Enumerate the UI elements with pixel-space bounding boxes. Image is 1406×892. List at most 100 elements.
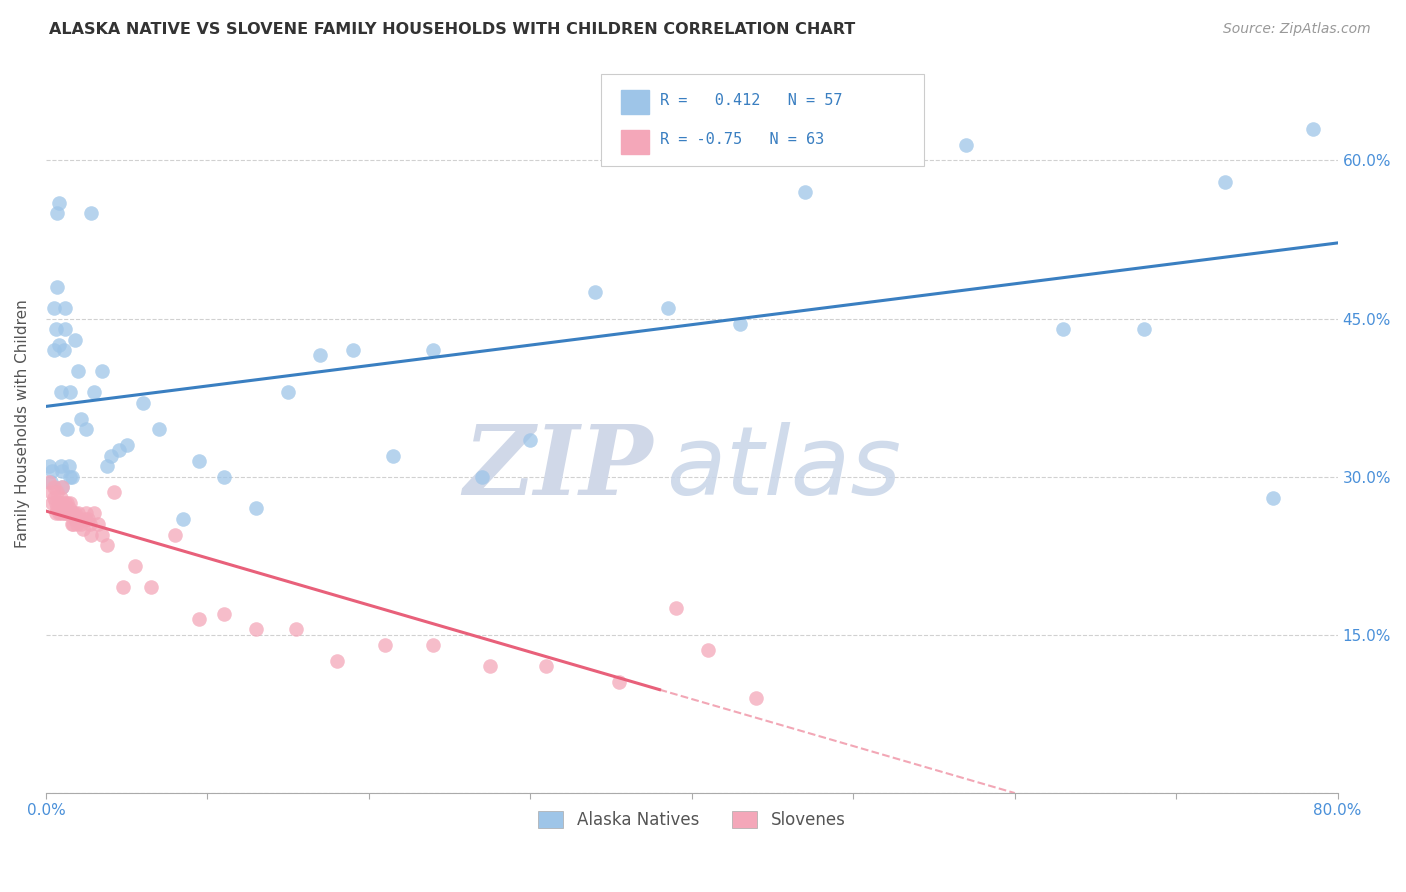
Point	[112, 580, 135, 594]
Point	[1302, 121, 1324, 136]
Point	[132, 396, 155, 410]
Point	[49, 458, 72, 473]
Point	[91, 364, 114, 378]
Point	[45, 322, 67, 336]
Point	[697, 643, 720, 657]
Point	[46, 280, 69, 294]
Point	[56, 496, 79, 510]
Point	[38, 458, 60, 473]
Point	[657, 301, 679, 315]
Point	[875, 137, 897, 152]
Point	[745, 690, 768, 705]
Point	[39, 485, 62, 500]
Point	[1133, 322, 1156, 336]
Point	[67, 507, 90, 521]
Legend: Alaska Natives, Slovenes: Alaska Natives, Slovenes	[531, 805, 852, 836]
Point	[1213, 175, 1236, 189]
Point	[58, 501, 80, 516]
Point	[77, 512, 100, 526]
Point	[38, 475, 60, 489]
Point	[471, 469, 494, 483]
Point	[67, 364, 90, 378]
Point	[51, 480, 73, 494]
Point	[519, 433, 541, 447]
Point	[80, 527, 103, 541]
Point	[42, 301, 65, 315]
Point	[49, 507, 72, 521]
Text: Source: ZipAtlas.com: Source: ZipAtlas.com	[1223, 22, 1371, 37]
Point	[56, 507, 79, 521]
Point	[62, 516, 84, 531]
Point	[188, 612, 211, 626]
Point	[42, 480, 65, 494]
Text: R =   0.412   N = 57: R = 0.412 N = 57	[659, 93, 842, 108]
Point	[478, 659, 501, 673]
Point	[48, 496, 70, 510]
Point	[41, 464, 63, 478]
FancyBboxPatch shape	[621, 90, 650, 114]
Text: ALASKA NATIVE VS SLOVENE FAMILY HOUSEHOLDS WITH CHILDREN CORRELATION CHART: ALASKA NATIVE VS SLOVENE FAMILY HOUSEHOL…	[49, 22, 855, 37]
Point	[58, 458, 80, 473]
Point	[96, 458, 118, 473]
Point	[139, 580, 162, 594]
Point	[48, 338, 70, 352]
Point	[607, 675, 630, 690]
Text: R = -0.75   N = 63: R = -0.75 N = 63	[659, 132, 824, 146]
Point	[325, 654, 347, 668]
Point	[51, 496, 73, 510]
Point	[103, 485, 125, 500]
Point	[1261, 491, 1284, 505]
Point	[124, 559, 146, 574]
Point	[51, 464, 73, 478]
Point	[66, 516, 89, 531]
Point	[955, 137, 977, 152]
Point	[46, 206, 69, 220]
Point	[49, 385, 72, 400]
Point	[69, 512, 91, 526]
Point	[422, 638, 444, 652]
Point	[60, 507, 83, 521]
Point	[285, 623, 308, 637]
Point	[148, 422, 170, 436]
Text: ZIP: ZIP	[464, 421, 652, 516]
Y-axis label: Family Households with Children: Family Households with Children	[15, 300, 30, 549]
Point	[49, 491, 72, 505]
Point	[665, 601, 688, 615]
Point	[39, 475, 62, 489]
Point	[728, 317, 751, 331]
Point	[46, 501, 69, 516]
Point	[75, 507, 97, 521]
Point	[63, 512, 86, 526]
Point	[59, 507, 82, 521]
Point	[41, 496, 63, 510]
Point	[245, 501, 267, 516]
FancyBboxPatch shape	[602, 73, 924, 166]
Point	[73, 512, 96, 526]
Point	[1052, 322, 1074, 336]
Point	[79, 516, 101, 531]
Point	[212, 607, 235, 621]
Point	[46, 485, 69, 500]
Point	[80, 206, 103, 220]
Point	[100, 449, 122, 463]
Point	[63, 507, 86, 521]
Point	[75, 422, 97, 436]
Point	[212, 469, 235, 483]
Point	[70, 516, 93, 531]
Point	[536, 659, 558, 673]
Point	[42, 343, 65, 358]
Point	[583, 285, 606, 300]
Point	[51, 480, 73, 494]
Point	[53, 322, 76, 336]
Point	[59, 385, 82, 400]
Point	[83, 507, 105, 521]
Point	[165, 527, 187, 541]
Point	[59, 469, 82, 483]
Point	[63, 333, 86, 347]
FancyBboxPatch shape	[621, 130, 650, 153]
Point	[188, 454, 211, 468]
Point	[58, 507, 80, 521]
Point	[374, 638, 396, 652]
Point	[70, 411, 93, 425]
Point	[309, 348, 332, 362]
